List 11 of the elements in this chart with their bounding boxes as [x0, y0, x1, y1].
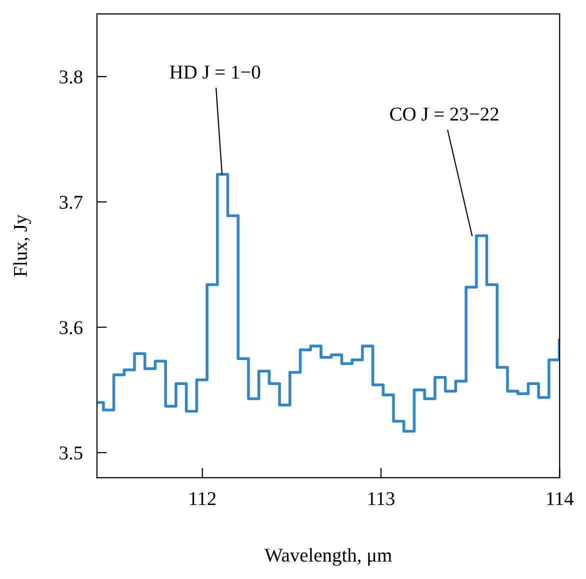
y-tick-label: 3.7: [60, 196, 83, 209]
annotation: HD J = 1−0: [170, 66, 260, 79]
annotation: CO J = 23−22: [390, 108, 498, 121]
y-tick-label: 3.5: [60, 446, 82, 460]
x-tick-label: 113: [368, 492, 394, 506]
y-tick-label: 3.6: [60, 321, 83, 334]
y-tick-label: 3.8: [60, 70, 82, 84]
x-tick-label: 112: [190, 492, 216, 506]
x-axis-title: Wavelength, μm: [264, 548, 392, 566]
y-axis-title: Flux, Jy: [13, 214, 32, 277]
x-tick-label: 114: [547, 492, 574, 506]
